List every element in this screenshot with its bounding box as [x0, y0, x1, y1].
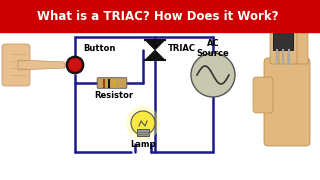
Text: What is a TRIAC? How Does it Work?: What is a TRIAC? How Does it Work? — [37, 10, 279, 22]
Circle shape — [68, 58, 82, 72]
FancyBboxPatch shape — [297, 8, 308, 64]
FancyBboxPatch shape — [264, 58, 310, 146]
Text: Button: Button — [83, 44, 116, 53]
Text: TRIAC: TRIAC — [168, 44, 196, 53]
Text: Lamp: Lamp — [130, 140, 156, 149]
Circle shape — [131, 111, 155, 135]
Bar — [113, 78, 115, 87]
Text: Resistor: Resistor — [94, 91, 133, 100]
FancyBboxPatch shape — [253, 77, 273, 113]
FancyBboxPatch shape — [279, 0, 290, 64]
Bar — [118, 78, 120, 87]
Polygon shape — [145, 50, 165, 60]
Text: AC
Source: AC Source — [196, 39, 229, 58]
Bar — [137, 129, 149, 136]
Bar — [0, 0, 320, 32]
Circle shape — [281, 15, 285, 21]
Bar — [108, 78, 110, 87]
FancyBboxPatch shape — [97, 78, 127, 88]
Bar — [273, 22, 293, 50]
Polygon shape — [145, 40, 165, 50]
FancyBboxPatch shape — [288, 0, 299, 64]
Polygon shape — [18, 60, 65, 70]
Bar — [272, 14, 294, 22]
Bar — [103, 78, 105, 87]
Circle shape — [66, 56, 84, 74]
FancyBboxPatch shape — [2, 44, 30, 86]
Circle shape — [126, 106, 160, 140]
Circle shape — [191, 53, 235, 97]
FancyBboxPatch shape — [270, 5, 281, 64]
